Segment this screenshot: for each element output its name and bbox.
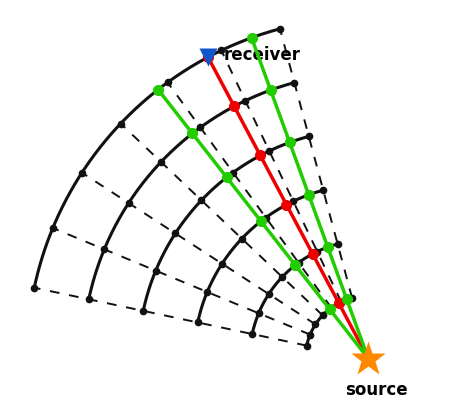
Text: receiver: receiver <box>224 45 301 63</box>
Text: source: source <box>345 381 408 399</box>
